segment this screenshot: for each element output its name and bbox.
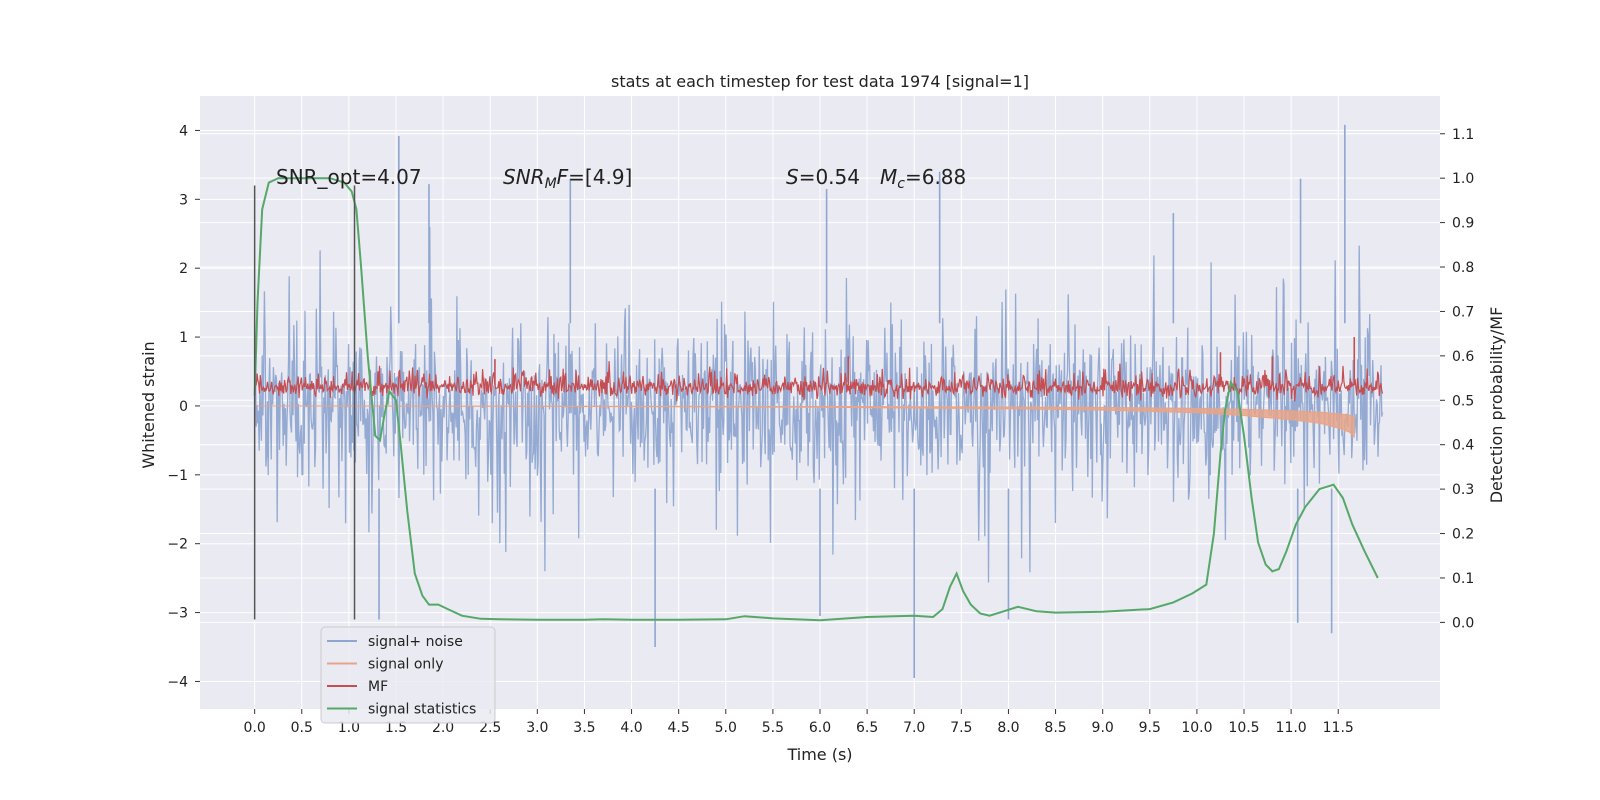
y-tick-label: −4	[167, 674, 188, 690]
x-tick-label: 3.5	[573, 720, 595, 736]
y2-tick-label: 0.6	[1452, 349, 1474, 365]
legend-label: signal only	[368, 657, 443, 673]
x-axis-ticks: 0.0 0.5 1.0 1.5 2.0 2.5 3.0 3.5 4.0 4.5 5.0 5.5 6.0 6…	[244, 709, 1354, 736]
chart-title: stats at each timestep for test data 197…	[611, 72, 1029, 91]
y-tick-label: 3	[179, 192, 188, 208]
legend-label: signal+ noise	[368, 634, 463, 650]
y-tick-label: 4	[179, 123, 188, 139]
x-tick-label: 0.5	[291, 720, 313, 736]
x-axis-label: Time (s)	[786, 745, 852, 764]
mc-value: =6.88	[905, 165, 966, 189]
x-tick-label: 4.0	[620, 720, 642, 736]
x-tick-label: 2.5	[479, 720, 501, 736]
s-label: S	[786, 165, 799, 189]
annotation-s: S=0.54	[786, 165, 860, 189]
legend-box	[320, 626, 496, 724]
mf-line	[254, 361, 1384, 402]
mc-subscript: c	[897, 176, 905, 192]
x-tick-label: 2.0	[432, 720, 454, 736]
y-tick-label: −2	[167, 537, 188, 553]
vertical-markers	[253, 185, 356, 620]
y-tick-label: 1	[179, 330, 188, 346]
y2-tick-label: 0.3	[1452, 482, 1474, 498]
signal-statistics-line	[253, 177, 1379, 622]
x-tick-label: 8.0	[997, 720, 1019, 736]
y2-tick-label: 0.2	[1452, 527, 1474, 543]
x-tick-label: 10.5	[1228, 720, 1259, 736]
y-tick-label: 2	[179, 261, 188, 277]
x-tick-label: 3.0	[526, 720, 548, 736]
legend-label: MF	[368, 679, 388, 695]
snr-mf-subscript: M	[545, 176, 557, 192]
y-tick-label: −3	[167, 606, 188, 622]
snr-mf-rest-italic: F	[557, 165, 569, 189]
legend: signal+ noise signal only MF signal statist…	[320, 626, 496, 724]
y2-tick-label: 1.0	[1452, 171, 1474, 187]
plot-series	[253, 124, 1384, 679]
s-value: =0.54	[799, 165, 860, 189]
x-tick-label: 6.5	[856, 720, 878, 736]
signal-only-line	[254, 403, 1355, 439]
x-tick-label: 5.0	[715, 720, 737, 736]
y-axis-label: Whitened strain	[139, 341, 158, 468]
mc-label: M	[880, 165, 897, 189]
signal-noise-line	[254, 226, 1384, 583]
y2-tick-label: 0.4	[1452, 438, 1474, 454]
x-tick-label: 10.0	[1181, 720, 1212, 736]
x-tick-label: 1.5	[385, 720, 407, 736]
annotation-snr-opt: SNR_opt=4.07	[276, 165, 422, 189]
x-tick-label: 8.5	[1044, 720, 1066, 736]
y-tick-label: 0	[179, 399, 188, 415]
y2-tick-label: 1.1	[1452, 127, 1474, 143]
snr-mf-value: =[4.9]	[568, 165, 632, 189]
y2-tick-label: 0.7	[1452, 304, 1474, 320]
annotation-snr-mf: SNRMF=[4.9]	[503, 165, 632, 192]
y2-tick-label: 0.9	[1452, 216, 1474, 232]
x-tick-label: 9.0	[1092, 720, 1114, 736]
x-tick-label: 9.5	[1139, 720, 1161, 736]
y2-axis-ticks: 1.1 1.0 0.9 0.8 0.7 0.6 0.5 0.4 0.3 0.2 0.1 0.0	[1440, 127, 1474, 631]
y2-axis-label: Detection probability/MF	[1487, 307, 1506, 504]
x-tick-label: 7.0	[903, 720, 925, 736]
x-tick-label: 1.0	[338, 720, 360, 736]
y-axis-ticks: 4 3 2 1 0 −1 −2 −3 −4	[167, 123, 200, 690]
y2-tick-label: 0.5	[1452, 393, 1474, 409]
snr-mf-label: SNR	[503, 165, 545, 189]
y-tick-label: −1	[167, 468, 188, 484]
y2-tick-label: 0.1	[1452, 571, 1474, 587]
y2-tick-label: 0.8	[1452, 260, 1474, 276]
annotation-mc: Mc=6.88	[880, 165, 966, 192]
x-tick-label: 0.0	[244, 720, 266, 736]
x-tick-label: 11.0	[1276, 720, 1307, 736]
x-tick-label: 11.5	[1323, 720, 1354, 736]
x-tick-label: 7.5	[950, 720, 972, 736]
x-tick-label: 5.5	[762, 720, 784, 736]
x-tick-label: 4.5	[668, 720, 690, 736]
legend-label: signal statistics	[368, 702, 476, 718]
y2-tick-label: 0.0	[1452, 615, 1474, 631]
x-tick-label: 6.0	[809, 720, 831, 736]
